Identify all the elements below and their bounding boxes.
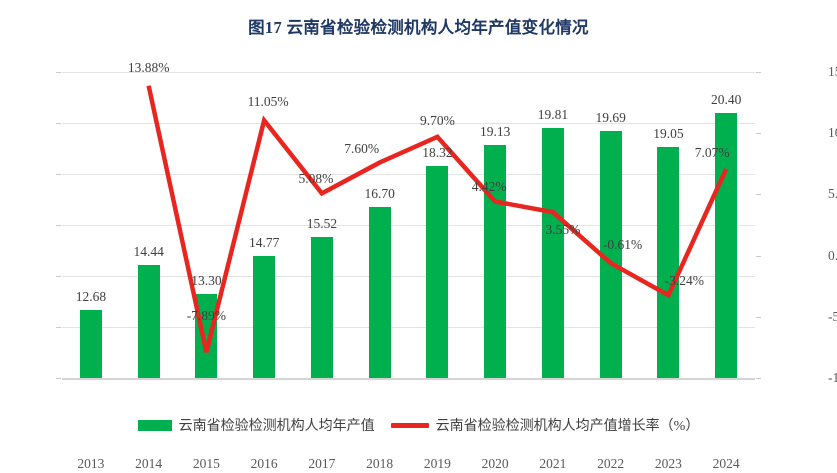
gridline	[62, 225, 755, 226]
bar[interactable]	[310, 237, 333, 378]
line-value-label: 3.55%	[545, 222, 581, 238]
x-axis-tick-label: 2024	[712, 456, 740, 471]
right-axis-tick-label: 10.00%	[828, 125, 837, 141]
x-axis-tick-label: 2019	[423, 456, 451, 471]
line-value-label: 11.05%	[247, 94, 289, 110]
bar[interactable]	[137, 264, 160, 378]
right-axis-tick-label: -10.00%	[828, 370, 837, 385]
left-axis-tick-mark	[56, 327, 61, 328]
right-axis-tick-label: 15.00%	[828, 64, 837, 79]
left-axis-tick-mark	[56, 174, 61, 175]
x-axis-tick-label: 2021	[539, 456, 567, 471]
gridline	[62, 174, 755, 175]
right-axis-tick-mark	[756, 255, 761, 257]
bar-value-label: 19.05	[653, 126, 684, 142]
left-axis-tick-mark	[56, 123, 61, 124]
right-axis-tick-mark	[756, 133, 761, 135]
bar-value-label: 19.81	[537, 106, 569, 122]
line-value-label: 7.60%	[344, 140, 380, 156]
x-axis-tick-label: 2016	[250, 456, 278, 471]
gridline	[62, 123, 755, 124]
left-axis-tick-mark	[56, 378, 61, 379]
x-axis-tick-label: 2015	[192, 456, 220, 471]
left-axis-tick-mark	[56, 225, 61, 226]
x-axis-tick-label: 2013	[77, 456, 105, 471]
gridline	[62, 327, 755, 328]
line-value-label: -7.89%	[186, 308, 227, 324]
bar-value-label: 15.52	[306, 216, 338, 232]
right-axis-tick-mark	[756, 378, 761, 379]
line-value-label: -3.24%	[664, 273, 705, 289]
line-value-label: -0.61%	[602, 237, 643, 253]
legend-line-swatch-icon	[390, 422, 429, 428]
bar[interactable]	[79, 309, 102, 378]
bar[interactable]	[541, 127, 564, 378]
right-axis-tick-label: -5.00%	[828, 308, 837, 324]
legend-bar-swatch-icon	[137, 419, 172, 431]
x-axis-tick-label: 2017	[308, 456, 336, 471]
x-axis-tick-label: 2014	[135, 456, 163, 471]
bar-value-label: 14.44	[133, 243, 164, 259]
x-axis-tick-label: 2018	[366, 456, 394, 471]
legend-item-bar[interactable]: 云南省检验检测机构人均年产值	[137, 415, 375, 435]
right-axis-tick-label: 0.00%	[828, 247, 837, 263]
right-axis-tick-mark	[756, 72, 761, 73]
line-value-label: 7.07%	[694, 145, 730, 161]
legend-item-line[interactable]: 云南省检验检测机构人均产值增长率（%）	[390, 415, 700, 435]
x-axis-tick-label: 2022	[597, 456, 625, 471]
bar-value-label: 12.68	[75, 288, 107, 304]
bar-value-label: 19.69	[595, 109, 626, 125]
line-value-label: 9.70%	[419, 112, 455, 128]
bar[interactable]	[599, 130, 622, 378]
legend-item-label: 云南省检验检测机构人均产值增长率（%）	[435, 419, 700, 434]
right-axis-tick-mark	[756, 194, 761, 196]
line-value-label: 4.42%	[471, 179, 507, 195]
x-axis-tick-label: 2023	[654, 456, 682, 471]
chart-title: 图17 云南省检验检测机构人均年产值变化情况	[248, 18, 589, 37]
axis-baseline	[62, 378, 755, 380]
gridline	[62, 276, 755, 277]
bar-value-label: 14.77	[248, 235, 280, 251]
line-value-label: 13.88%	[127, 59, 170, 75]
bar[interactable]	[253, 256, 276, 378]
line-value-label: 5.08%	[298, 171, 334, 187]
bar[interactable]	[657, 147, 680, 378]
legend-item-label: 云南省检验检测机构人均年产值	[178, 419, 375, 434]
bar-value-label: 20.40	[710, 91, 742, 107]
bar-value-label: 16.70	[364, 186, 395, 202]
plot-area: 12.68 14.44 13.30 14.77 15.52 16.70 18.32 19.13…	[56, 60, 837, 471]
left-axis-tick-mark	[56, 276, 61, 277]
bar[interactable]	[426, 165, 449, 378]
right-axis-tick-label: 5.00%	[828, 186, 837, 202]
bar[interactable]	[368, 207, 391, 378]
bar-value-label: 13.30	[191, 272, 222, 288]
left-axis-tick-mark	[56, 72, 61, 73]
bar-value-label: 19.13	[479, 124, 511, 140]
chart-legend: 云南省检验检测机构人均年产值 云南省检验检测机构人均产值增长率（%）	[0, 415, 837, 435]
bar-value-label: 18.32	[422, 144, 453, 160]
bar[interactable]	[195, 293, 218, 378]
right-axis-tick-mark	[756, 316, 761, 318]
x-axis-tick-label: 2020	[481, 456, 509, 471]
gridline	[62, 72, 755, 73]
